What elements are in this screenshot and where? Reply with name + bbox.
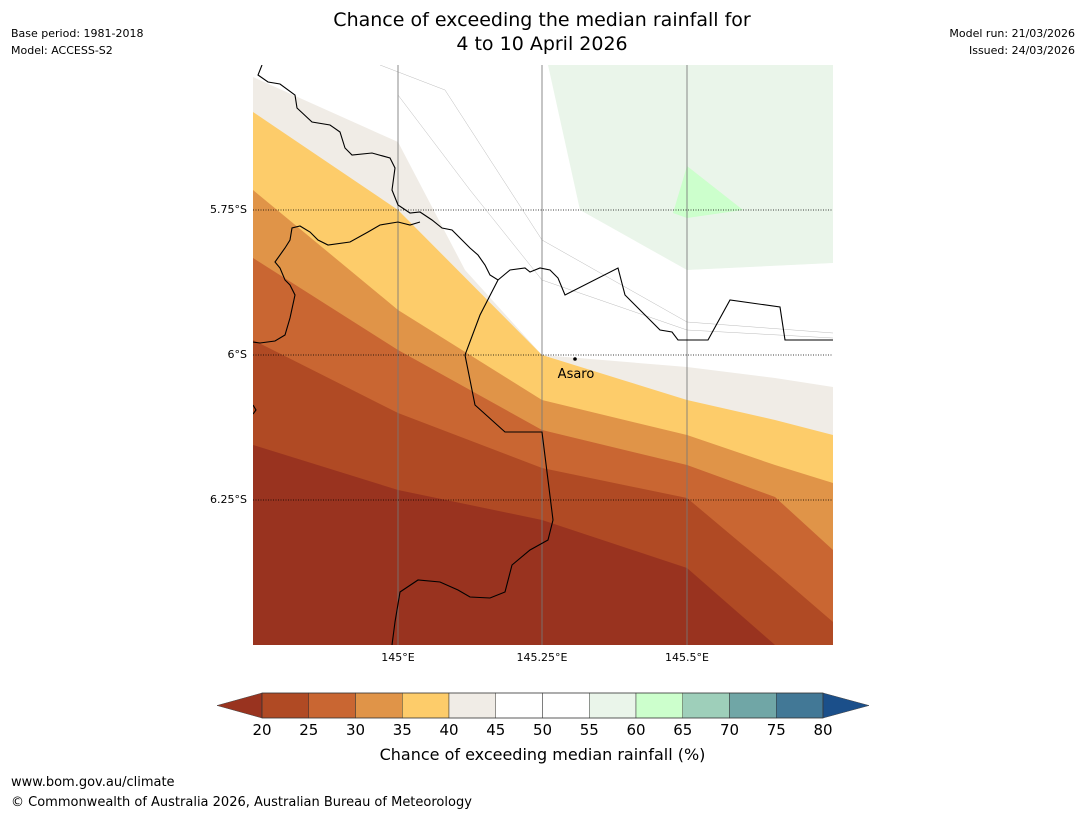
colorbar-over-arrow <box>822 692 870 719</box>
colorbar-swatch-35-40 <box>402 692 450 719</box>
colorbar-tick-30: 30 <box>346 721 365 739</box>
lat-label-6: 6°S <box>228 348 247 361</box>
colorbar-swatch-25-30 <box>308 692 356 719</box>
model-run-text: Model run: 21/03/2026 <box>949 27 1075 40</box>
province-boundary-central <box>391 279 554 645</box>
colorbar-tick-65: 65 <box>673 721 692 739</box>
lon-label-145: 145°E <box>381 651 414 664</box>
lat-label-5-75: 5.75°S <box>210 203 247 216</box>
colorbar-tick-55: 55 <box>580 721 599 739</box>
colorbar-tick-20: 20 <box>252 721 271 739</box>
colorbar-tick-75: 75 <box>767 721 786 739</box>
title-line-1: Chance of exceeding the median rainfall … <box>333 9 751 31</box>
colorbar-tick-35: 35 <box>393 721 412 739</box>
metadata-right: Model run: 21/03/2026 Issued: 24/03/2026 <box>949 25 1075 59</box>
colorbar-tick-45: 45 <box>486 721 505 739</box>
colorbar-swatches <box>261 692 824 719</box>
lat-label-6-25: 6.25°S <box>210 493 247 506</box>
model-text: Model: ACCESS-S2 <box>11 44 113 57</box>
map-boundaries <box>253 65 833 645</box>
lon-label-145-25: 145.25°E <box>517 651 568 664</box>
title-line-2: 4 to 10 April 2026 <box>456 33 628 55</box>
province-boundary-north <box>257 65 833 341</box>
footer-url: www.bom.gov.au/climate <box>11 775 175 790</box>
colorbar-tick-25: 25 <box>299 721 318 739</box>
band-60-65 <box>673 166 743 218</box>
colorbar-swatch-45-50 <box>495 692 543 719</box>
colorbar-swatch-75-80 <box>776 692 824 719</box>
footer-copyright: © Commonwealth of Australia 2026, Austra… <box>11 795 472 810</box>
colorbar-swatch-30-35 <box>355 692 403 719</box>
colorbar-swatch-40-45 <box>448 692 496 719</box>
map-gridlines <box>253 65 833 645</box>
issued-text: Issued: 24/03/2026 <box>968 44 1075 57</box>
colorbar-under-arrow <box>216 692 263 719</box>
colorbar: 20 25 30 35 40 45 50 55 60 65 70 75 80 <box>216 692 870 739</box>
colorbar-swatch-50-55 <box>542 692 590 719</box>
colorbar-tick-80: 80 <box>813 721 832 739</box>
colorbar-swatch-60-65 <box>635 692 683 719</box>
colorbar-swatch-20-25 <box>261 692 309 719</box>
asaro-marker <box>573 357 577 361</box>
coast-west-fragment <box>253 404 257 415</box>
colorbar-ticks: 20 25 30 35 40 45 50 55 60 65 70 75 80 <box>252 721 832 739</box>
province-boundary-west <box>253 221 421 344</box>
asaro-label: Asaro <box>558 367 595 382</box>
band-55-60 <box>548 65 833 270</box>
colorbar-label: Chance of exceeding median rainfall (%) <box>379 745 706 764</box>
colorbar-outline <box>261 692 824 719</box>
colorbar-swatch-65-70 <box>682 692 730 719</box>
colorbar-swatch-70-75 <box>729 692 777 719</box>
base-period-text: Base period: 1981-2018 <box>11 27 144 40</box>
lon-label-145-5: 145.5°E <box>665 651 709 664</box>
colorbar-tick-60: 60 <box>626 721 645 739</box>
colorbar-swatch-55-60 <box>589 692 637 719</box>
colorbar-tick-40: 40 <box>439 721 458 739</box>
colorbar-tick-70: 70 <box>720 721 739 739</box>
colorbar-tick-50: 50 <box>533 721 552 739</box>
map-title: Chance of exceeding the median rainfall … <box>242 8 842 56</box>
metadata-left: Base period: 1981-2018 Model: ACCESS-S2 <box>11 25 143 59</box>
